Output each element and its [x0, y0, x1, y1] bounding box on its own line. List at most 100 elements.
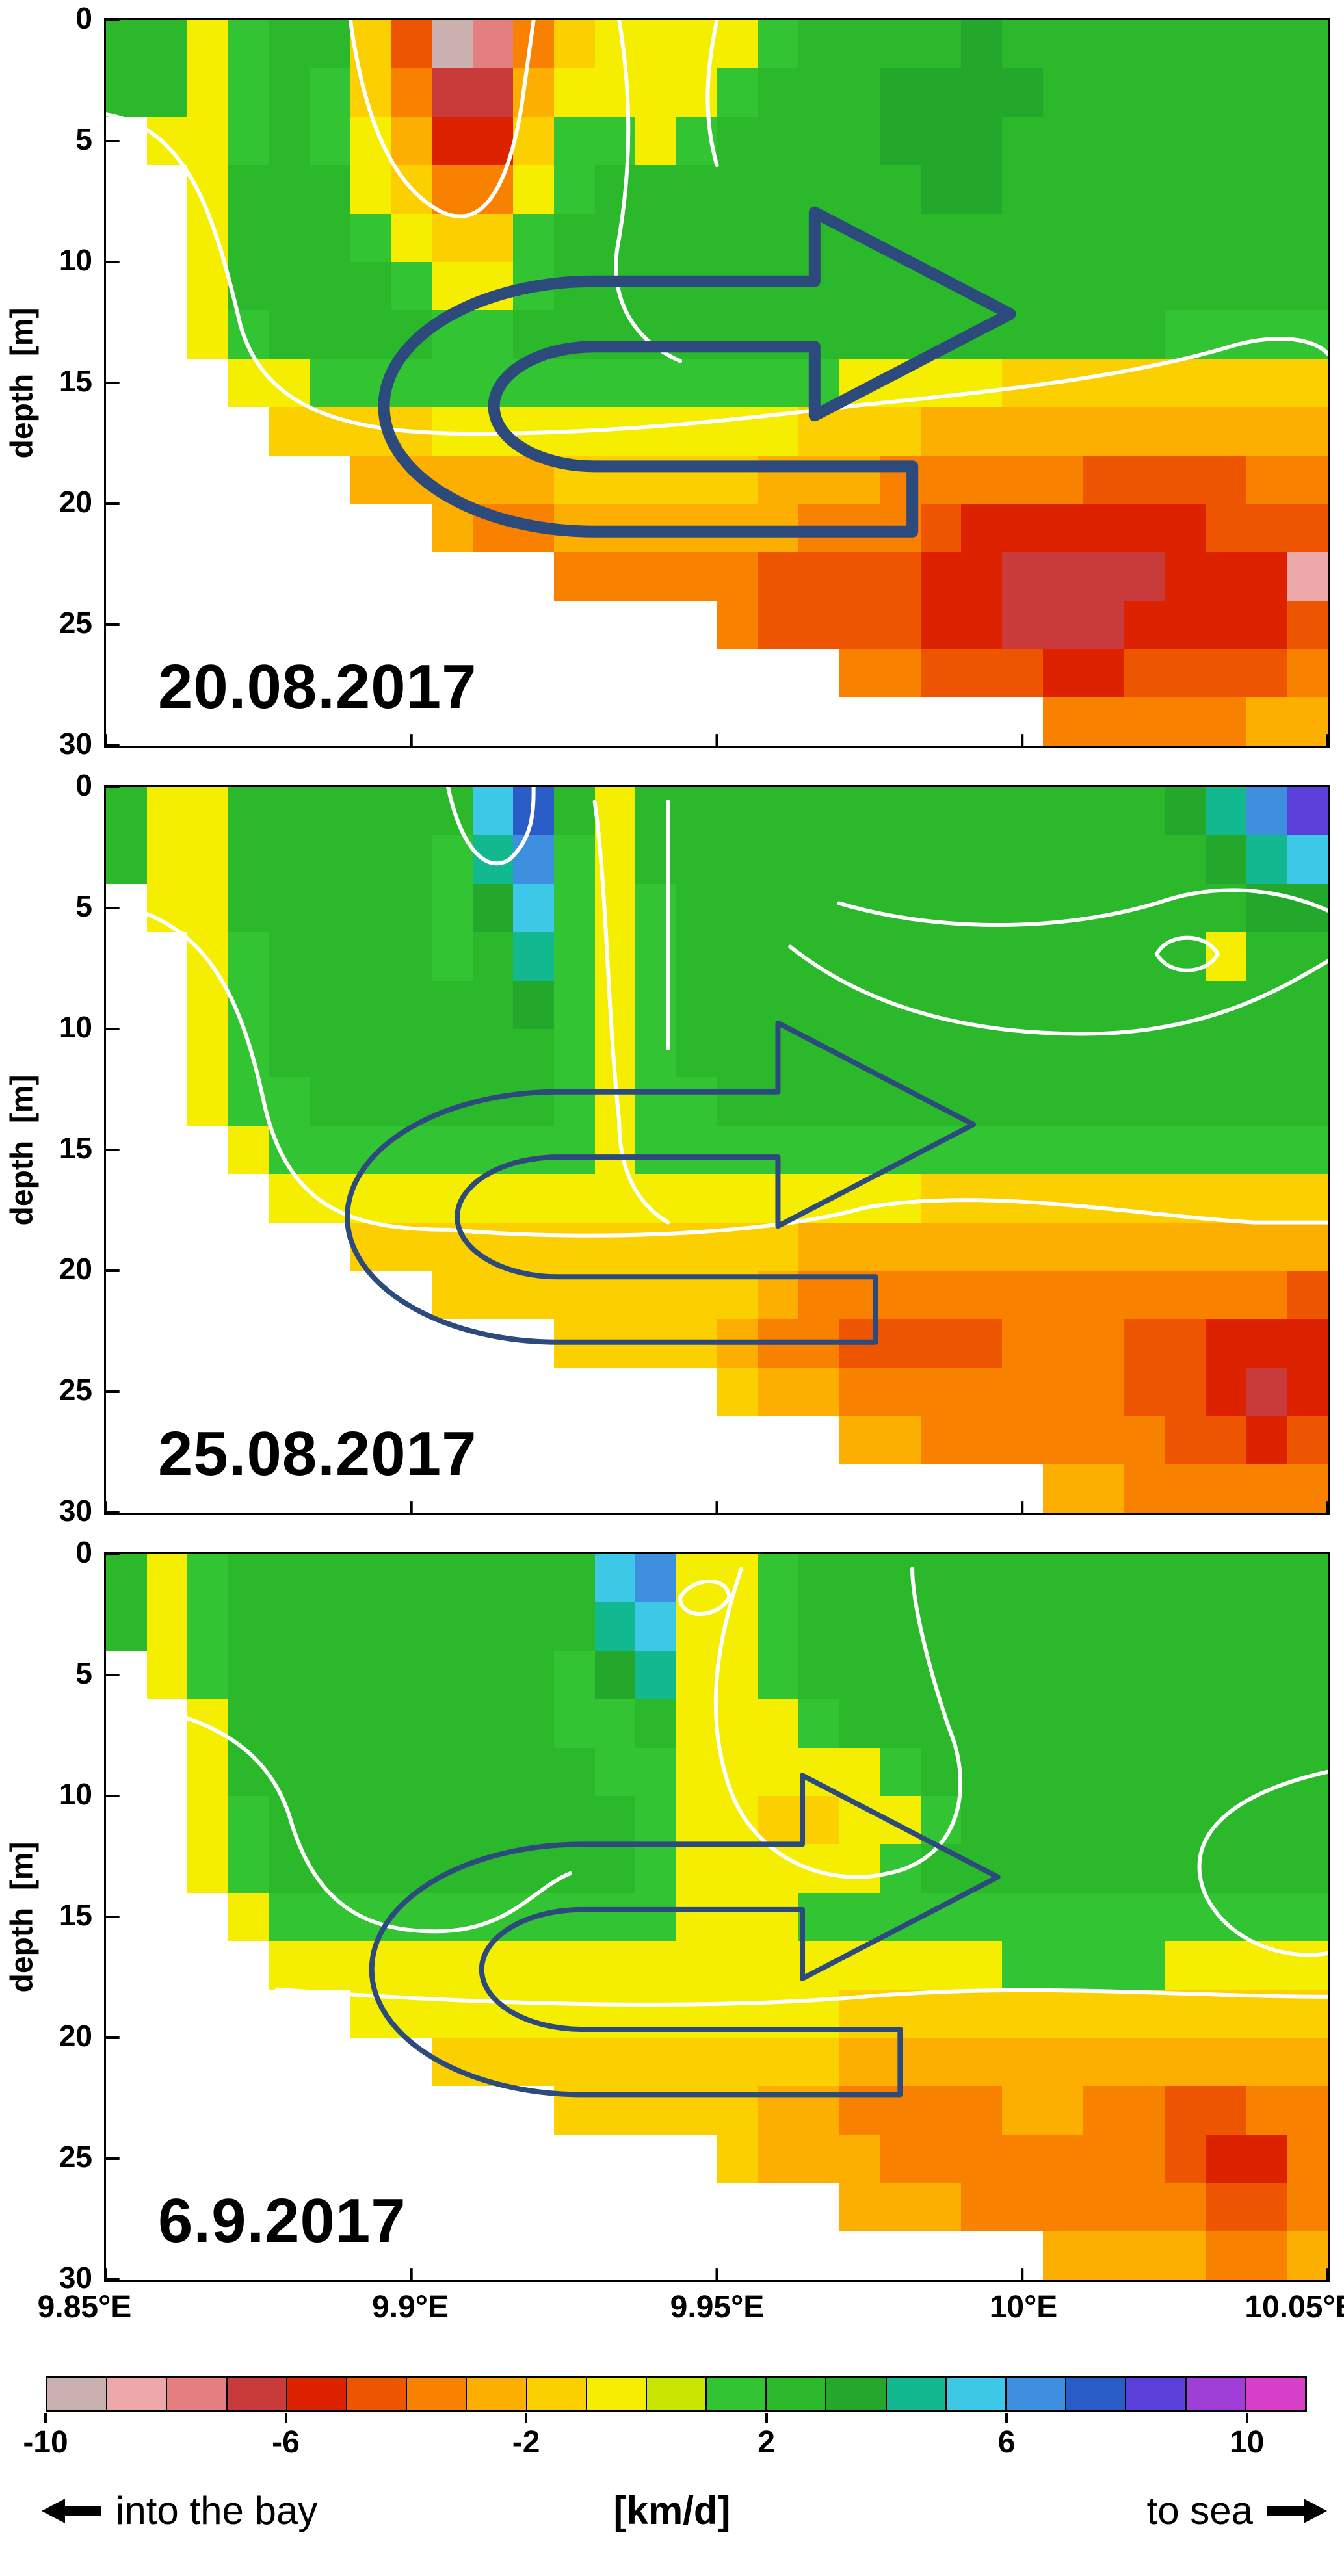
y-tick-label: 30 — [59, 727, 92, 761]
heatmap-cell — [635, 1941, 676, 1990]
heatmap-cell — [920, 1747, 962, 1796]
heatmap-cell — [1042, 1416, 1084, 1464]
y-tick-label: 30 — [59, 2261, 92, 2295]
heatmap-cell — [310, 787, 350, 836]
heatmap-cell — [187, 932, 228, 981]
heatmap-cell — [961, 787, 1002, 836]
heatmap-cell — [880, 2134, 921, 2183]
heatmap-cell — [880, 2183, 921, 2231]
heatmap-cell — [635, 1222, 676, 1271]
heatmap-cell — [1246, 1125, 1287, 1175]
heatmap-cell — [310, 835, 350, 884]
heatmap-cell — [513, 1222, 554, 1271]
heatmap-cell — [880, 1029, 921, 1078]
heatmap-cell — [1165, 1319, 1206, 1368]
heatmap-cell — [269, 787, 310, 836]
heatmap-cell — [187, 883, 228, 933]
heatmap-cell — [553, 2038, 595, 2087]
heatmap-cell — [920, 1222, 962, 1271]
heatmap-cell — [1165, 455, 1206, 504]
heatmap-cell — [635, 2038, 676, 2087]
y-tick-label: 5 — [75, 122, 92, 156]
heatmap-cell — [1083, 649, 1124, 697]
heatmap-cell — [1246, 1796, 1287, 1845]
heatmap-cell — [106, 1602, 147, 1651]
heatmap-cell — [676, 980, 717, 1029]
colorbar-tick — [1005, 2413, 1008, 2423]
heatmap-cell — [798, 1554, 839, 1603]
heatmap-cell — [717, 1650, 758, 1700]
heatmap-cell — [1042, 1367, 1084, 1416]
heatmap-cell — [798, 68, 839, 117]
heatmap-cell — [269, 1554, 310, 1603]
heatmap-cell — [635, 1892, 676, 1942]
heatmap-cell — [1083, 835, 1124, 884]
heatmap-cell — [920, 1029, 962, 1078]
heatmap-cell — [961, 1367, 1002, 1416]
heatmap-cell — [1165, 835, 1206, 884]
heatmap-cell — [391, 1747, 432, 1796]
heatmap-cell — [269, 310, 310, 359]
heatmap-cell — [432, 835, 473, 884]
heatmap-cell — [594, 1174, 636, 1223]
heatmap-cell — [1165, 407, 1206, 456]
heatmap-cell — [1287, 1699, 1328, 1748]
heatmap-cell — [1083, 407, 1124, 456]
heatmap-cell — [961, 1747, 1002, 1796]
zero-velocity-contour — [790, 947, 1328, 1034]
heatmap-cell — [676, 552, 717, 601]
heatmap-cell — [880, 883, 921, 933]
heatmap-cell — [513, 1029, 554, 1078]
heatmap-cell — [187, 1029, 228, 1078]
heatmap-cell — [1042, 455, 1084, 504]
y-tick-label: 5 — [75, 889, 92, 923]
heatmap-cell — [1042, 1319, 1084, 1368]
heatmap-cell — [1001, 1367, 1043, 1416]
heatmap-cell — [880, 649, 921, 697]
heatmap-cell — [1287, 1271, 1328, 1320]
heatmap-cell — [310, 1029, 350, 1078]
heatmap-cell — [758, 1941, 798, 1990]
heatmap-cell — [1083, 980, 1124, 1029]
heatmap-cell — [310, 1796, 350, 1845]
heatmap-cell — [717, 1125, 758, 1175]
heatmap-cell — [1165, 1747, 1206, 1796]
heatmap-cell — [839, 1029, 880, 1078]
heatmap-cell — [269, 68, 310, 117]
heatmap-cell — [472, 1554, 514, 1603]
heatmap-cell — [880, 835, 921, 884]
heatmap-cell — [676, 1796, 717, 1845]
heatmap-cell — [920, 213, 962, 262]
heatmap-cell — [1083, 1319, 1124, 1368]
heatmap-cell — [432, 1554, 473, 1603]
heatmap-cell — [1042, 213, 1084, 262]
heatmap-cell — [676, 1125, 717, 1175]
heatmap-cell — [1042, 407, 1084, 456]
heatmap-cell — [1001, 68, 1043, 117]
heatmap-cell — [1206, 116, 1246, 166]
heatmap-cell — [1083, 116, 1124, 166]
heatmap-cell — [1124, 407, 1165, 456]
heatmap-cell — [1206, 1367, 1246, 1416]
heatmap-cell — [676, 407, 717, 456]
heatmap-cell — [350, 1554, 391, 1603]
heatmap-cell — [310, 20, 350, 69]
heatmap-cell — [717, 213, 758, 262]
heatmap-cell — [1287, 68, 1328, 117]
heatmap-cell — [1246, 2231, 1287, 2280]
heatmap-cell — [1124, 1125, 1165, 1175]
heatmap-cell — [1083, 310, 1124, 359]
heatmap-cell — [432, 1650, 473, 1700]
heatmap-cell — [676, 1892, 717, 1942]
heatmap-cell — [1083, 20, 1124, 69]
heatmap-cell — [961, 600, 1002, 649]
heatmap-cell — [920, 1416, 962, 1464]
heatmap-cell — [1246, 1892, 1287, 1942]
heatmap-cell — [1165, 504, 1206, 553]
heatmap-cell — [553, 165, 595, 214]
heatmap-cell — [635, 1796, 676, 1845]
heatmap-cell — [1246, 2134, 1287, 2183]
heatmap-cell — [310, 883, 350, 933]
heatmap-cell — [432, 932, 473, 981]
heatmap-cell — [798, 1892, 839, 1942]
